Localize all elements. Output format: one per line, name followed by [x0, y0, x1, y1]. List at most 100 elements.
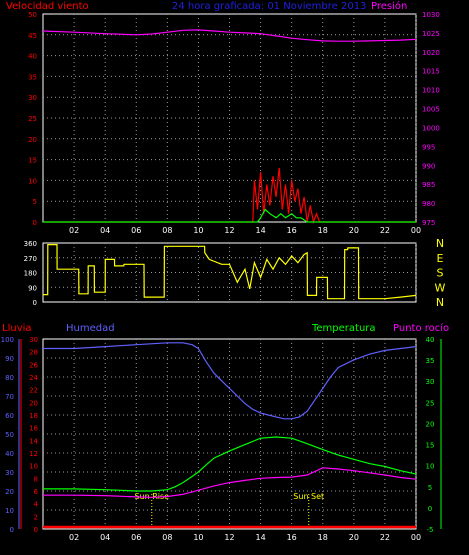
rain-tick-label: 20	[29, 399, 38, 407]
temperature-tick-label: 35	[426, 357, 435, 365]
x-tick-label: 12	[224, 226, 234, 235]
x-tick-label: 14	[255, 226, 265, 235]
x-tick-label: 06	[131, 533, 141, 542]
wind-average-line	[43, 208, 416, 223]
x-tick-label: 22	[380, 533, 390, 542]
wind-speed-tick-label: 40	[28, 53, 37, 61]
temperature-tick-label: 0	[428, 505, 432, 513]
x-tick-label: 16	[287, 533, 297, 542]
humidity-tick-label: 90	[5, 355, 14, 363]
rain-tick-label: 26	[29, 361, 38, 369]
x-tick-label: 16	[287, 226, 297, 235]
humidity-tick-label: 50	[5, 431, 14, 439]
temperature-tick-label: 25	[426, 399, 435, 407]
humidity-tick-label: 100	[1, 336, 14, 344]
x-tick-label: 06	[131, 226, 141, 235]
compass-label: N	[436, 237, 444, 250]
x-tick-label: 18	[318, 226, 328, 235]
temperature-tick-label: 20	[426, 420, 435, 428]
wind-speed-tick-label: 50	[28, 11, 37, 19]
wind-speed-tick-label: 0	[33, 219, 37, 227]
humidity-tick-label: 40	[5, 450, 14, 458]
x-tick-label: 08	[162, 533, 172, 542]
pressure-line	[42, 29, 417, 42]
rain-tick-label: 16	[29, 425, 38, 433]
rain-tick-label: 8	[34, 475, 38, 483]
wind-speed-tick-label: 15	[28, 157, 37, 165]
chart-title: 24 hora graficada: 01 Noviembre 2013	[172, 1, 366, 12]
pressure-tick-label: 1010	[422, 87, 440, 95]
direction-tick-label: 180	[24, 270, 37, 278]
rain-tick-label: 12	[29, 450, 38, 458]
x-tick-label: 08	[162, 226, 172, 235]
humidity-tick-label: 20	[5, 488, 14, 496]
pressure-tick-label: 1000	[422, 124, 440, 132]
rain-tick-label: 6	[34, 488, 39, 496]
pressure-tick-label: 980	[422, 200, 435, 208]
wind-speed-tick-label: 30	[28, 94, 37, 102]
temperature-axis-label: Temperatura	[311, 323, 376, 334]
humidity-tick-label: 0	[10, 526, 14, 534]
rain-tick-label: 24	[29, 374, 38, 382]
rain-tick-label: 28	[29, 349, 38, 357]
temperature-tick-label: 30	[426, 378, 435, 386]
pressure-tick-label: 975	[422, 219, 435, 227]
direction-tick-label: 360	[24, 240, 37, 248]
humidity-tick-label: 70	[5, 393, 14, 401]
humidity-tick-label: 60	[5, 412, 14, 420]
pressure-tick-label: 1025	[422, 30, 440, 38]
rain-tick-label: 18	[29, 412, 38, 420]
sunrise-label: Sun Rise	[134, 492, 169, 501]
pressure-tick-label: 990	[422, 162, 435, 170]
x-tick-label: 14	[255, 533, 265, 542]
rain-tick-label: 22	[29, 387, 38, 395]
pressure-tick-label: 995	[422, 143, 435, 151]
wind-gust-line	[43, 167, 416, 225]
compass-label: N	[436, 296, 444, 309]
compass-label: S	[437, 267, 444, 280]
pressure-tick-label: 1005	[422, 106, 440, 114]
humidity-axis-label: Humedad	[66, 323, 115, 334]
x-tick-label: 00	[411, 226, 421, 235]
wind-speed-tick-label: 20	[28, 136, 37, 144]
x-tick-label: 02	[69, 226, 79, 235]
temperature-tick-label: 10	[426, 463, 435, 471]
rain-axis-label: Lluvia	[2, 323, 32, 334]
x-tick-label: 10	[193, 533, 203, 542]
temperature-tick-label: 5	[428, 484, 432, 492]
humidity-tick-label: 80	[5, 374, 14, 382]
rain-tick-label: 2	[34, 513, 38, 521]
compass-label: E	[437, 252, 444, 265]
wind-speed-tick-label: 25	[28, 115, 37, 123]
sunset-label: Sun Set	[293, 492, 324, 501]
temperature-tick-label: 40	[426, 336, 435, 344]
rain-tick-label: 0	[34, 526, 38, 534]
wind-pressure-panel: Velocidad viento 24 hora graficada: 01 N…	[6, 0, 440, 235]
x-tick-label: 12	[224, 533, 234, 542]
pressure-tick-label: 1020	[422, 49, 440, 57]
wind-speed-tick-label: 45	[28, 32, 37, 40]
wind-direction-line	[43, 244, 417, 300]
temperature-tick-label: -5	[427, 526, 434, 534]
humidity-temperature-panel: Lluvia Humedad Temperatura Punto rocío 0…	[1, 322, 450, 542]
wind-speed-tick-label: 10	[28, 177, 37, 185]
rain-tick-label: 10	[29, 463, 38, 471]
direction-tick-label: 0	[33, 299, 37, 307]
pressure-tick-label: 1015	[422, 68, 440, 76]
plot-area	[42, 338, 417, 530]
humidity-tick-label: 30	[5, 469, 14, 477]
wind-speed-tick-label: 35	[28, 73, 37, 81]
direction-tick-label: 90	[28, 284, 37, 292]
rain-tick-label: 14	[29, 437, 38, 445]
x-tick-label: 18	[318, 533, 328, 542]
pressure-axis-label: Presión	[371, 0, 407, 12]
humidity-tick-label: 10	[5, 507, 14, 515]
dew-point-line	[43, 467, 417, 498]
x-tick-label: 00	[411, 533, 421, 542]
x-tick-label: 10	[193, 226, 203, 235]
x-tick-label: 04	[100, 226, 110, 235]
direction-tick-label: 270	[24, 255, 37, 263]
compass-label: W	[435, 281, 446, 294]
